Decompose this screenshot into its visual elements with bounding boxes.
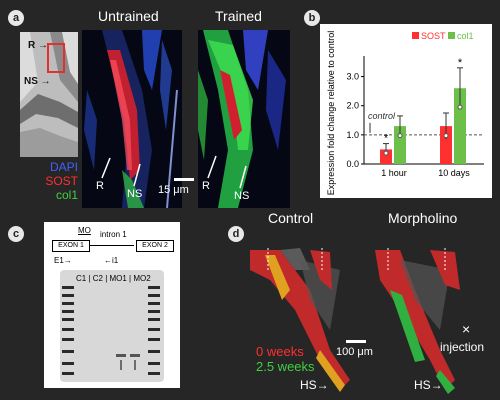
panel-d-letter: d — [228, 226, 244, 242]
bar-col1-0 — [394, 126, 406, 164]
legend-25-weeks: 2.5 weeks — [256, 359, 315, 374]
control-title: Control — [268, 210, 314, 226]
scale-label-a: 15 μm — [158, 184, 189, 196]
fin-schematic — [20, 32, 78, 157]
untrained-r-text: R — [96, 180, 104, 192]
gel-image: C1 | C2 | MO1 | MO2 — [60, 270, 164, 382]
lane-labels: C1 | C2 | MO1 | MO2 — [76, 274, 151, 283]
significance-star-1: * — [384, 133, 389, 145]
panel-c-letter: c — [8, 226, 24, 242]
untrained-ns-text: NS — [127, 188, 143, 200]
bar-chart-panel: Expression fold change relative to contr… — [320, 24, 492, 198]
e1-primer: E1→ — [54, 256, 72, 265]
control-label: control — [368, 111, 396, 121]
gel-panel: MO intron 1 EXON 1 EXON 2 E1→ ←i1 C1 | C… — [44, 222, 180, 388]
schematic-r-label: R → — [28, 40, 49, 51]
legend-dapi: DAPI — [49, 160, 78, 174]
bar-sost-1 — [440, 126, 452, 164]
injection-label: injection — [440, 340, 485, 354]
legend-label-col1: col1 — [457, 31, 474, 41]
intron-line — [90, 245, 134, 246]
hs-label-morpholino: HS→ — [414, 378, 443, 392]
exon2-text: EXON 2 — [142, 242, 168, 249]
mo-label: MO — [78, 226, 91, 235]
legend-label-sost: SOST — [421, 31, 446, 41]
column-trained-title: Trained — [215, 8, 262, 24]
time-legend: 0 weeks 2.5 weeks — [256, 344, 315, 374]
panel-a-letter: a — [8, 10, 24, 26]
exon1-box: EXON 1 — [52, 240, 90, 252]
significance-star-2: * — [458, 57, 463, 69]
y-axis-label: Expression fold change relative to contr… — [326, 31, 336, 196]
data-point — [397, 133, 403, 139]
scale-label-d: 100 μm — [336, 346, 373, 358]
trained-r-label: R — [202, 180, 210, 192]
i1-text: i1 — [112, 256, 119, 265]
legend-swatch-col1 — [448, 32, 455, 39]
trained-arrows — [207, 155, 247, 189]
data-point — [457, 104, 463, 110]
gel-bands — [62, 286, 160, 375]
trained-ns-text: NS — [234, 190, 250, 202]
y-tick-label: 3.0 — [346, 72, 359, 82]
legend-swatch-sost — [412, 32, 419, 39]
schematic-ns-label: NS → — [24, 76, 51, 87]
legend-col1: col1 — [55, 188, 78, 202]
column-untrained-title: Untrained — [98, 8, 159, 24]
hs-label-control: HS→ — [300, 378, 329, 392]
scale-bar-d — [346, 340, 366, 343]
svg-text:×: × — [462, 321, 470, 337]
morpholino-title: Morpholino — [388, 210, 458, 226]
untrained-arrows — [101, 157, 141, 187]
channel-legend: DAPI SOST col1 — [40, 160, 78, 202]
bar-sost-0 — [380, 149, 392, 164]
bar-chart-svg: Expression fold change relative to contr… — [326, 31, 484, 196]
data-point — [383, 150, 389, 156]
micrograph-trained: R NS — [198, 30, 290, 208]
intron-label: intron 1 — [100, 230, 127, 239]
panel-b-letter: b — [304, 10, 320, 26]
x-tick-label: 10 days — [438, 168, 470, 178]
schematic-r-text: R — [28, 40, 36, 51]
micrograph-untrained: R NS — [82, 30, 182, 208]
trained-r-text: R — [202, 180, 210, 192]
trained-ns-label: NS — [234, 190, 249, 202]
legend-sost: SOST — [45, 174, 78, 188]
fin-schematic-drawing — [20, 32, 78, 157]
i1-primer: ←i1 — [104, 256, 119, 265]
scale-bar-a — [174, 178, 194, 181]
exon2-box: EXON 2 — [136, 240, 174, 252]
x-tick-label: 1 hour — [381, 168, 407, 178]
data-point — [443, 133, 449, 139]
schematic-ns-text: NS — [24, 76, 38, 87]
untrained-ns-label: NS — [127, 188, 142, 200]
legend-0-weeks: 0 weeks — [256, 344, 304, 359]
y-tick-label: 2.0 — [346, 101, 359, 111]
untrained-r-label: R — [96, 180, 104, 192]
e1-text: E1 — [54, 256, 64, 265]
y-tick-label: 1.0 — [346, 130, 359, 140]
exon1-text: EXON 1 — [58, 242, 84, 249]
y-tick-label: 0.0 — [346, 159, 359, 169]
regeneration-images: × — [250, 248, 470, 394]
bar-col1-1 — [454, 88, 466, 164]
hs-morpholino-text: HS — [414, 378, 431, 392]
hs-control-text: HS — [300, 378, 317, 392]
